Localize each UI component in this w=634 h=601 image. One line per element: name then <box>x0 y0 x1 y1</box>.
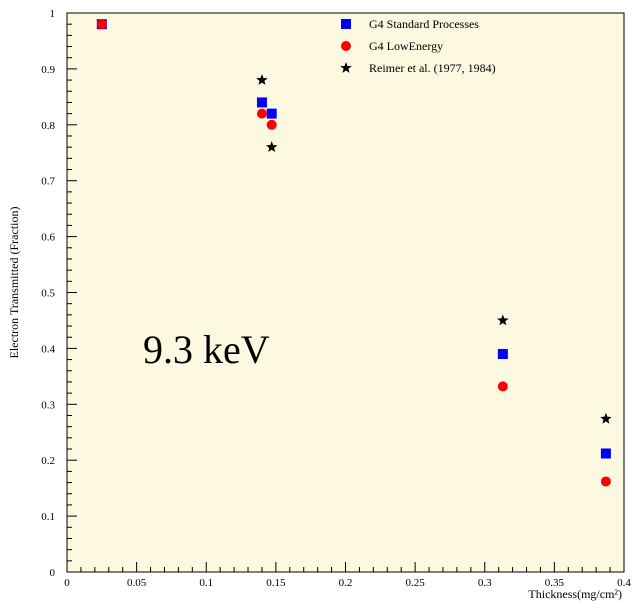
y-tick-label: 0 <box>50 567 56 579</box>
plot-background <box>66 12 625 573</box>
legend-label: G4 Standard Processes <box>369 17 479 31</box>
x-tick-label: 0.4 <box>617 577 631 589</box>
y-tick-label: 0.1 <box>41 511 55 523</box>
data-point-circle <box>497 381 508 392</box>
data-point-star <box>497 314 509 326</box>
data-point-star <box>256 74 268 85</box>
data-point-star <box>600 412 612 424</box>
y-tick-label: 0.2 <box>41 455 55 467</box>
legend-marker-circle <box>341 41 351 51</box>
x-tick-label: 0.3 <box>478 577 492 589</box>
y-tick-label: 0.7 <box>41 176 55 188</box>
data-point-square <box>600 448 611 459</box>
series-circle <box>96 19 611 487</box>
data-marks <box>96 19 612 487</box>
y-tick-label: 0.9 <box>41 64 55 76</box>
y-tick-label: 0.4 <box>41 343 55 355</box>
y-tick-label: 0.6 <box>41 232 55 244</box>
x-tick-label: 0.15 <box>266 577 286 589</box>
data-point-circle <box>256 108 267 119</box>
x-tick-label: 0.2 <box>339 577 353 589</box>
x-tick-label: 0.1 <box>199 577 213 589</box>
energy-annotation: 9.3 keV <box>143 327 270 372</box>
data-point-circle <box>600 476 611 487</box>
y-tick-label: 0.5 <box>41 288 55 300</box>
data-point-square <box>497 348 508 359</box>
x-tick-label: 0.25 <box>406 577 426 589</box>
x-tick-label: 0.35 <box>545 577 565 589</box>
x-tick-label: 0 <box>64 577 70 589</box>
y-tick-label: 1 <box>50 8 56 20</box>
legend-marker-square <box>341 19 351 29</box>
data-point-square <box>266 108 277 119</box>
y-axis-label: Electron Transmitted (Fraction) <box>7 207 21 359</box>
legend-label: G4 LowEnergy <box>369 39 443 53</box>
legend-label: Reimer et al. (1977, 1984) <box>369 61 496 75</box>
y-tick-label: 0.3 <box>41 399 55 411</box>
data-point-circle <box>266 119 277 130</box>
axes: 0 0.05 0.1 0.15 0.2 0.25 0.3 0.35 0.4 0 0.1 0.2 0.3 0… <box>41 8 631 589</box>
legend: G4 Standard Processes G4 LowEnergy Reimer … <box>340 17 496 75</box>
x-axis-label: Thickness(mg/cm²) <box>528 587 622 601</box>
x-tick-label: 0.05 <box>127 577 147 589</box>
data-point-square <box>256 97 267 108</box>
data-point-circle <box>96 19 107 30</box>
data-point-star <box>265 141 278 153</box>
legend-marker-star <box>340 62 352 73</box>
y-tick-label: 0.8 <box>41 120 55 132</box>
series-star <box>256 74 612 424</box>
